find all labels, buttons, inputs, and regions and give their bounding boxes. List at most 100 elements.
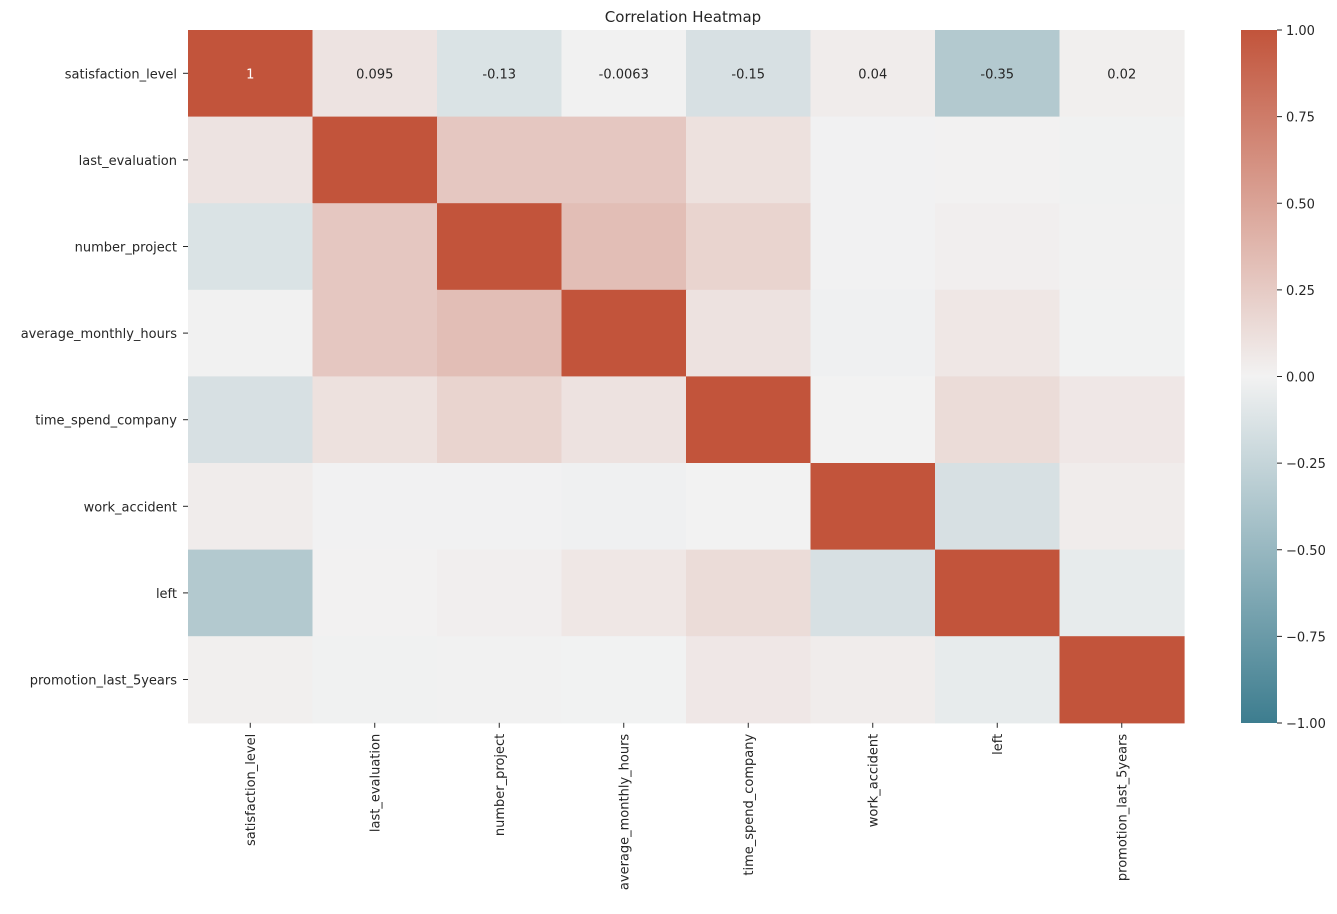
- colorbar-ticks: 1.00 0.75 0.50 0.25 0.00 −0.25 −0.50 −0.75 −1.00: [1277, 24, 1326, 732]
- heatmap-cell: [935, 116, 1061, 204]
- chart-title: Correlation Heatmap: [605, 8, 761, 26]
- heatmap-cell: [1059, 376, 1185, 464]
- heatmap-cell: [188, 203, 314, 291]
- heatmap-cell: [935, 463, 1061, 551]
- heatmap-cell: [561, 203, 687, 291]
- heatmap-cell: [686, 116, 812, 204]
- heatmap-cell: [686, 636, 812, 724]
- colorbar-tick-label: 0.50: [1286, 197, 1315, 212]
- x-tick-label: average_monthly_hours: [618, 734, 633, 890]
- x-tick-label: promotion_last_5years: [1116, 734, 1131, 882]
- heatmap-cell: [561, 116, 687, 204]
- cell-annotation: -0.0063: [599, 67, 649, 82]
- heatmap-cell: [686, 30, 812, 118]
- heatmap-cell: [686, 289, 812, 377]
- heatmap-cell: [437, 376, 563, 464]
- heatmap-cell: [935, 203, 1061, 291]
- heatmap-cell: [312, 376, 438, 464]
- x-tick-label: left: [991, 734, 1006, 755]
- y-tick-label: work_accident: [84, 500, 177, 515]
- colorbar-tick-label: 0.00: [1286, 371, 1315, 386]
- heatmap-cell: [561, 636, 687, 724]
- y-tick-label: promotion_last_5years: [30, 674, 178, 689]
- cell-annotation: -0.15: [731, 67, 765, 82]
- heatmap-cell: [561, 463, 687, 551]
- heatmap-cell: [312, 116, 438, 204]
- heatmap-cell: [1059, 636, 1185, 724]
- heatmap-cell: [188, 30, 314, 118]
- colorbar: [1241, 30, 1277, 723]
- colorbar-tick-label: 0.75: [1286, 111, 1315, 126]
- heatmap-cell: [1059, 116, 1185, 204]
- heatmap-cell: [810, 289, 936, 377]
- heatmap-cell: [188, 116, 314, 204]
- cell-annotation: -0.13: [482, 67, 516, 82]
- heatmap-cell: [188, 376, 314, 464]
- heatmap-cell: [810, 376, 936, 464]
- y-tick-label: left: [156, 587, 177, 602]
- y-tick-label: satisfaction_level: [65, 67, 177, 82]
- cell-annotation: 1: [246, 67, 254, 82]
- row-labels: satisfaction_level last_evaluation number_…: [21, 67, 188, 689]
- colorbar-tick-label: −1.00: [1286, 717, 1326, 732]
- heatmap-cell: [686, 549, 812, 637]
- cell-annotation: -0.35: [980, 67, 1014, 82]
- cell-annotation: 0.02: [1107, 67, 1136, 82]
- y-tick-label: average_monthly_hours: [21, 327, 177, 342]
- heatmap-cell: [1059, 549, 1185, 637]
- heatmap-cell: [188, 636, 314, 724]
- cell-annotation: 0.095: [356, 67, 393, 82]
- heatmap-cell: [935, 376, 1061, 464]
- colorbar-tick-label: 1.00: [1286, 24, 1315, 39]
- heatmap-cell: [312, 289, 438, 377]
- heatmap-cell: [561, 289, 687, 377]
- colorbar-tick-label: −0.75: [1286, 630, 1326, 645]
- x-tick-label: work_accident: [867, 734, 882, 827]
- heatmap-cell: [1059, 203, 1185, 291]
- heatmap-cell: [561, 376, 687, 464]
- heatmap-cell: [437, 30, 563, 118]
- heatmap-cell: [686, 376, 812, 464]
- cell-annotations: 1 0.095 -0.13 -0.0063 -0.15 0.04 -0.35 0.02: [246, 67, 1136, 82]
- heatmap-cell: [437, 549, 563, 637]
- column-labels: satisfaction_level last_evaluation number_…: [244, 722, 1131, 890]
- heatmap-cell: [810, 549, 936, 637]
- heatmap-cell: [935, 30, 1061, 118]
- heatmap-cell: [935, 289, 1061, 377]
- heatmap-cell: [810, 203, 936, 291]
- x-tick-label: number_project: [493, 734, 508, 836]
- heatmap-cell: [437, 116, 563, 204]
- heatmap-cell: [188, 463, 314, 551]
- heatmap-cell: [188, 289, 314, 377]
- colorbar-tick-label: −0.25: [1286, 457, 1326, 472]
- heatmap-cell: [810, 636, 936, 724]
- heatmap-cell: [437, 636, 563, 724]
- colorbar-tick-label: −0.50: [1286, 544, 1326, 559]
- heatmap-cell: [935, 636, 1061, 724]
- x-tick-label: satisfaction_level: [244, 734, 259, 846]
- heatmap-cell: [312, 549, 438, 637]
- y-tick-label: number_project: [75, 241, 177, 256]
- heatmap-cell: [1059, 289, 1185, 377]
- cell-annotation: 0.04: [858, 67, 887, 82]
- heatmap-cell: [810, 116, 936, 204]
- heatmap-cell: [437, 289, 563, 377]
- heatmap-cell: [312, 203, 438, 291]
- x-tick-label: last_evaluation: [369, 734, 384, 832]
- heatmap-cell: [437, 203, 563, 291]
- heatmap-cell: [686, 463, 812, 551]
- heatmap-cells: [188, 30, 1185, 724]
- heatmap-cell: [810, 30, 936, 118]
- y-tick-label: last_evaluation: [79, 154, 177, 169]
- heatmap-cell: [312, 30, 438, 118]
- colorbar-tick-label: 0.25: [1286, 284, 1315, 299]
- heatmap-cell: [561, 30, 687, 118]
- heatmap-cell: [561, 549, 687, 637]
- heatmap-cell: [935, 549, 1061, 637]
- heatmap-cell: [1059, 463, 1185, 551]
- heatmap-cell: [188, 549, 314, 637]
- heatmap-cell: [686, 203, 812, 291]
- heatmap-cell: [312, 636, 438, 724]
